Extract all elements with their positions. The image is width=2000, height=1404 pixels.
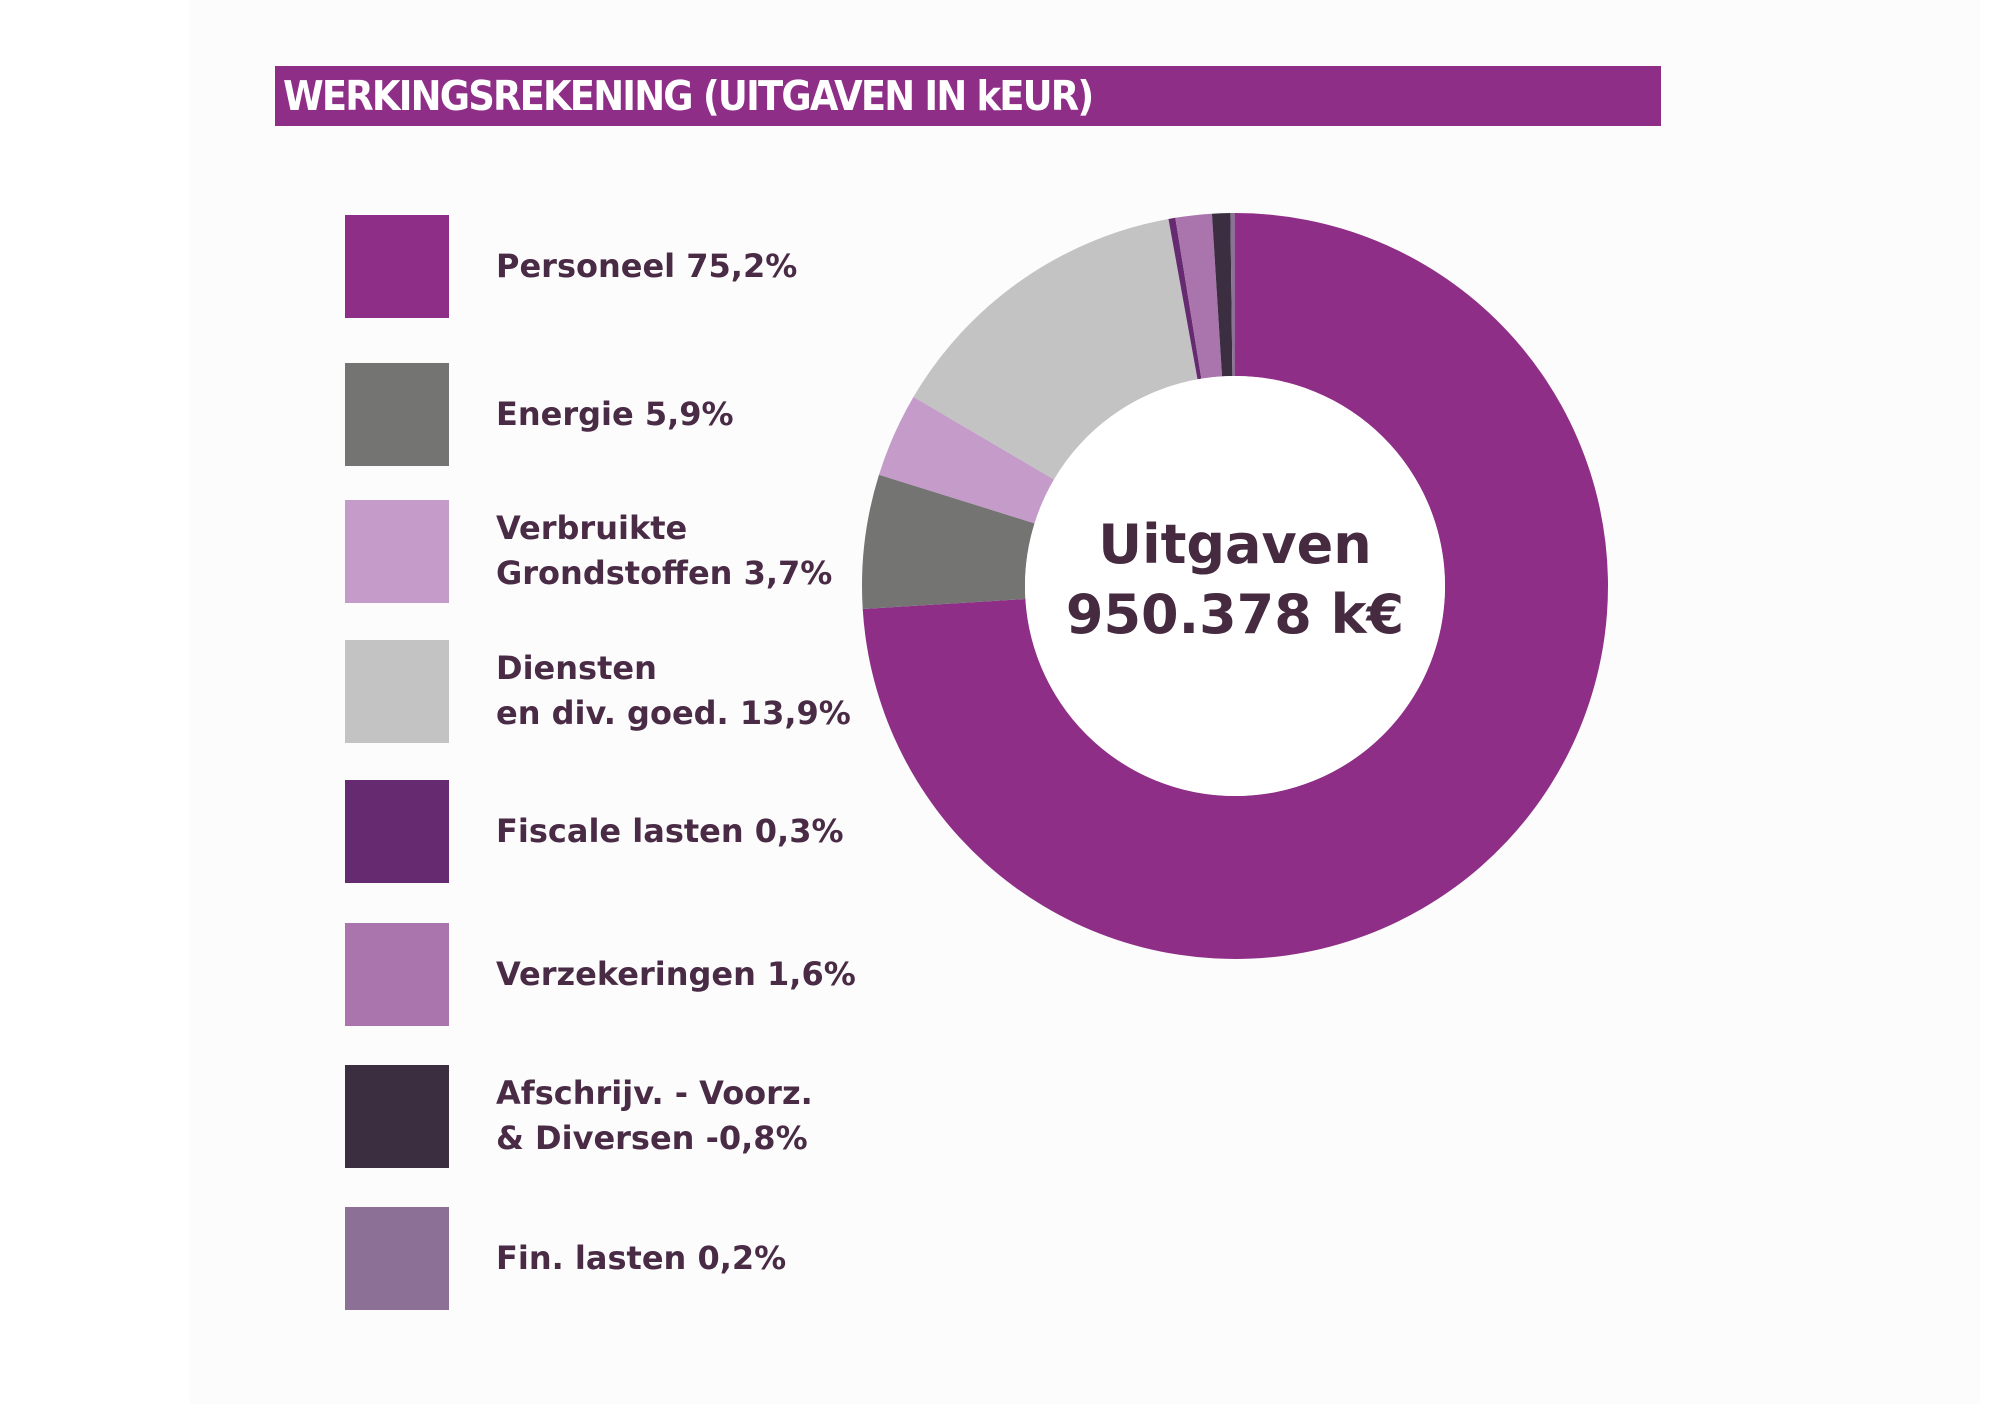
chart-title: WERKINGSREKENING (UITGAVEN IN kEUR): [283, 72, 1094, 120]
donut-slice-2: [878, 396, 1055, 524]
legend-label: Personeel 75,2%: [496, 244, 896, 289]
legend-swatch: [345, 500, 449, 603]
legend-label-line: Personeel 75,2%: [496, 246, 798, 285]
donut-hole: [1025, 376, 1445, 796]
title-bar: WERKINGSREKENING (UITGAVEN IN kEUR): [275, 66, 1661, 126]
legend-label: Afschrijv. - Voorz. & Diversen -0,8%: [496, 1071, 896, 1161]
legend-label-line: en div. goed. 13,9%: [496, 694, 851, 732]
legend-label: Energie 5,9%: [496, 392, 896, 437]
donut-slice-4: [1168, 217, 1202, 380]
legend-label-line: Afschrijv. - Voorz.: [496, 1074, 813, 1112]
legend-label: Verbruikte Grondstoffen 3,7%: [496, 506, 896, 596]
legend-label: Fiscale lasten 0,3%: [496, 809, 896, 854]
legend-label-line: & Diversen -0,8%: [496, 1119, 808, 1157]
legend-label-line: Fin. lasten 0,2%: [496, 1238, 787, 1277]
legend-swatch: [345, 1065, 449, 1168]
legend-label: Verzekeringen 1,6%: [496, 952, 896, 997]
legend-label-line: Diensten: [496, 649, 657, 687]
legend-swatch: [345, 640, 449, 743]
legend-label: Fin. lasten 0,2%: [496, 1236, 896, 1281]
donut-slice-3: [913, 218, 1198, 480]
legend-label-line: Grondstoffen 3,7%: [496, 554, 833, 592]
legend-swatch: [345, 780, 449, 883]
donut-slice-6: [1211, 213, 1233, 377]
legend-swatch: [345, 923, 449, 1026]
legend-label-line: Fiscale lasten 0,3%: [496, 811, 844, 850]
donut-slice-0: [862, 213, 1608, 960]
donut-center-label: Uitgaven 950.378 k€: [1035, 510, 1435, 650]
center-label-line-2: 950.378 k€: [1065, 583, 1405, 646]
donut-slice-1: [862, 474, 1035, 610]
donut-slice-7: [1230, 213, 1235, 377]
legend-swatch: [345, 363, 449, 466]
legend-label-line: Energie 5,9%: [496, 394, 734, 433]
donut-slice-5: [1175, 213, 1223, 379]
center-label-line-1: Uitgaven: [1098, 513, 1372, 576]
legend-label-line: Verzekeringen 1,6%: [496, 954, 856, 993]
legend-swatch: [345, 215, 449, 318]
legend-label-line: Verbruikte: [496, 509, 688, 547]
legend-label: Diensten en div. goed. 13,9%: [496, 646, 896, 736]
legend-swatch: [345, 1207, 449, 1310]
